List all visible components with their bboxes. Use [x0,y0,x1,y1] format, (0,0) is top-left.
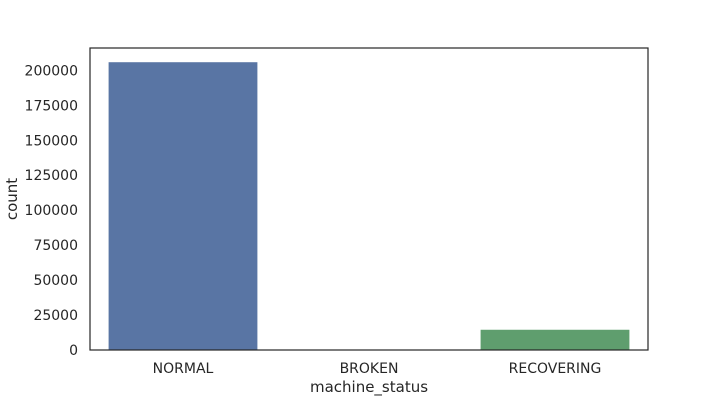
y-axis-ticks: 0 25000 50000 75000 100000 125000 150000 175000… [25,63,78,359]
y-tick-label: 75000 [33,238,78,254]
y-tick-label: 100000 [25,203,78,219]
y-tick-label: 50000 [33,273,78,289]
y-tick-label: 125000 [25,168,78,184]
y-tick-label: 25000 [33,308,78,324]
x-axis-ticks: NORMAL BROKEN RECOVERING [153,361,602,377]
y-tick-label: 200000 [25,63,78,79]
y-tick-label: 0 [69,343,78,359]
x-tick-label: NORMAL [153,361,214,377]
x-tick-label: BROKEN [340,361,399,377]
y-tick-label: 175000 [25,98,78,114]
x-axis-title: machine_status [310,378,428,397]
y-tick-label: 150000 [25,133,78,149]
x-tick-label: RECOVERING [509,361,602,377]
y-axis-title: count [3,178,21,220]
bar-recovering [481,330,630,350]
bar-normal [109,62,258,350]
bars-group [109,62,630,350]
